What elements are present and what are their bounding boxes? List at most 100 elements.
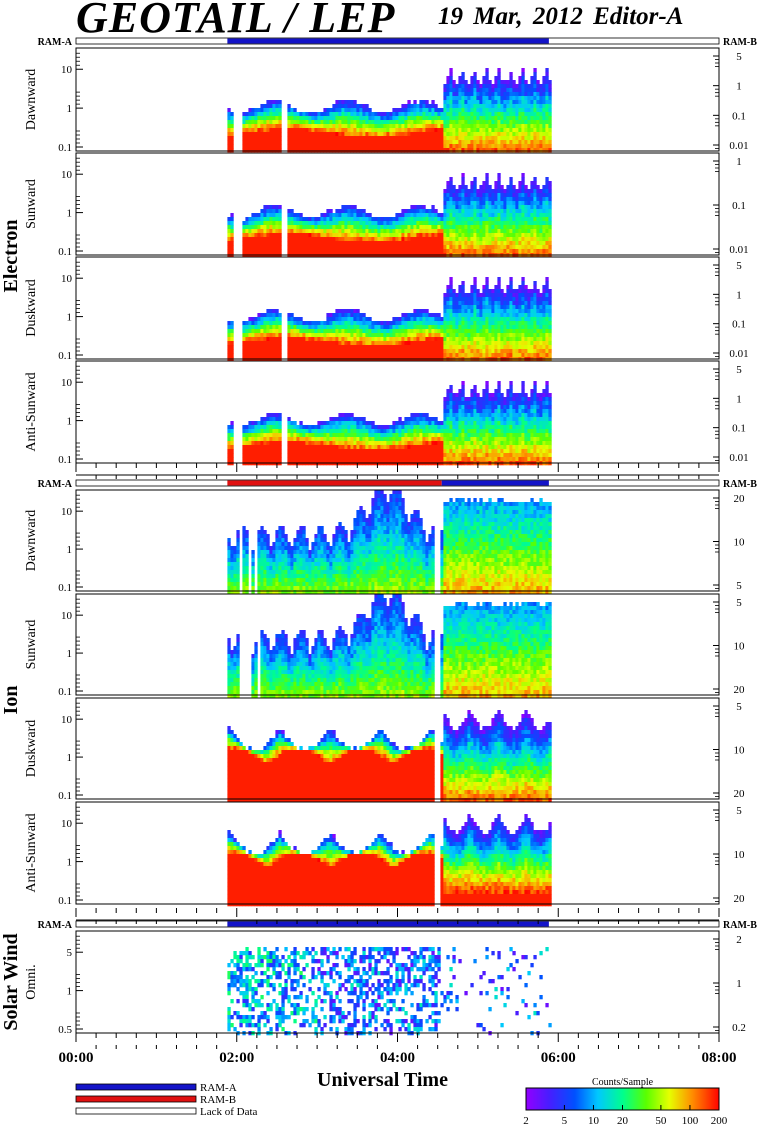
heatmap-cell bbox=[374, 437, 378, 442]
heatmap-cell bbox=[296, 457, 300, 462]
heatmap-cell bbox=[419, 112, 423, 117]
heatmap-cell bbox=[458, 213, 462, 218]
heatmap-cell bbox=[467, 221, 471, 226]
heatmap-cell bbox=[350, 325, 354, 330]
heatmap-cell bbox=[317, 441, 321, 446]
heatmap-cell bbox=[287, 233, 291, 238]
heatmap-cell bbox=[398, 245, 402, 250]
heatmap-cell bbox=[545, 293, 549, 298]
heatmap-cell bbox=[491, 333, 495, 338]
heatmap-cell bbox=[506, 229, 510, 234]
heatmap-cell bbox=[476, 201, 480, 206]
heatmap-cell bbox=[431, 108, 435, 113]
heatmap-cell bbox=[431, 205, 435, 210]
heatmap-cell bbox=[368, 449, 372, 454]
heatmap-cell bbox=[485, 305, 489, 310]
heatmap-cell bbox=[365, 132, 369, 137]
heatmap-cell bbox=[263, 124, 267, 129]
heatmap-cell bbox=[266, 237, 270, 242]
heatmap-cell bbox=[503, 349, 507, 354]
heatmap-cell bbox=[386, 221, 390, 226]
heatmap-cell bbox=[461, 140, 465, 145]
heatmap-cell bbox=[491, 341, 495, 346]
heatmap-cell bbox=[278, 421, 282, 426]
heatmap-cell bbox=[521, 313, 525, 318]
heatmap-cell bbox=[518, 136, 522, 141]
heatmap-cell bbox=[344, 249, 348, 254]
heatmap-cell bbox=[467, 128, 471, 133]
heatmap-cell bbox=[338, 441, 342, 446]
heatmap-cell bbox=[374, 349, 378, 354]
heatmap-cell bbox=[449, 293, 453, 298]
heatmap-cell bbox=[350, 148, 354, 153]
heatmap-cell bbox=[272, 413, 276, 418]
heatmap-cell bbox=[497, 148, 501, 153]
heatmap-cell bbox=[482, 84, 486, 89]
heatmap-cell bbox=[431, 245, 435, 250]
heatmap-cell bbox=[461, 229, 465, 234]
heatmap-cell bbox=[467, 305, 471, 310]
heatmap-cell bbox=[509, 96, 513, 101]
heatmap-cell bbox=[548, 185, 552, 190]
heatmap-cell bbox=[422, 349, 426, 354]
heatmap-cell bbox=[251, 140, 255, 145]
heatmap-cell bbox=[410, 329, 414, 334]
heatmap-cell bbox=[311, 237, 315, 242]
heatmap-cell bbox=[476, 120, 480, 125]
heatmap-cell bbox=[398, 437, 402, 442]
heatmap-cell bbox=[512, 120, 516, 125]
heatmap-cell bbox=[512, 128, 516, 133]
heatmap-cell bbox=[401, 313, 405, 318]
heatmap-cell bbox=[509, 185, 513, 190]
heatmap-cell bbox=[368, 144, 372, 149]
heatmap-cell bbox=[272, 441, 276, 446]
heatmap-cell bbox=[290, 108, 294, 113]
heatmap-cell bbox=[446, 341, 450, 346]
heatmap-cell bbox=[536, 321, 540, 326]
heatmap-cell bbox=[464, 136, 468, 141]
heatmap-cell bbox=[248, 349, 252, 354]
heatmap-cell bbox=[311, 333, 315, 338]
heatmap-cell bbox=[452, 84, 456, 89]
heatmap-cell bbox=[548, 349, 552, 354]
heatmap-cell bbox=[455, 297, 459, 302]
heatmap-cell bbox=[308, 329, 312, 334]
heatmap-cell bbox=[287, 116, 291, 121]
heatmap-cell bbox=[353, 225, 357, 230]
heatmap-cell bbox=[431, 241, 435, 246]
heatmap-cell bbox=[377, 333, 381, 338]
heatmap-cell bbox=[434, 349, 438, 354]
heatmap-cell bbox=[539, 116, 543, 121]
heatmap-cell bbox=[392, 132, 396, 137]
heatmap-cell bbox=[419, 144, 423, 149]
heatmap-cell bbox=[437, 313, 441, 318]
heatmap-cell bbox=[440, 120, 444, 125]
heatmap-cell bbox=[338, 132, 342, 137]
heatmap-cell bbox=[482, 337, 486, 342]
heatmap-cell bbox=[464, 329, 468, 334]
heatmap-cell bbox=[419, 132, 423, 137]
heatmap-cell bbox=[302, 453, 306, 458]
heatmap-cell bbox=[392, 353, 396, 358]
heatmap-cell bbox=[401, 132, 405, 137]
heatmap-cell bbox=[356, 313, 360, 318]
heatmap-cell bbox=[254, 225, 258, 230]
heatmap-cell bbox=[509, 108, 513, 113]
heatmap-cell bbox=[410, 148, 414, 153]
heatmap-cell bbox=[329, 417, 333, 422]
heatmap-cell bbox=[395, 144, 399, 149]
heatmap-cell bbox=[542, 301, 546, 306]
heatmap-cell bbox=[257, 225, 261, 230]
heatmap-cell bbox=[503, 189, 507, 194]
heatmap-cell bbox=[515, 249, 519, 254]
heatmap-cell bbox=[323, 217, 327, 222]
heatmap-cell bbox=[455, 225, 459, 230]
heatmap-cell bbox=[539, 144, 543, 149]
heatmap-cell bbox=[506, 349, 510, 354]
heatmap-cell bbox=[248, 128, 252, 133]
heatmap-cell bbox=[473, 100, 477, 105]
heatmap-cell bbox=[332, 429, 336, 434]
heatmap-cell bbox=[398, 421, 402, 426]
heatmap-cell bbox=[530, 249, 534, 254]
heatmap-cell bbox=[419, 233, 423, 238]
